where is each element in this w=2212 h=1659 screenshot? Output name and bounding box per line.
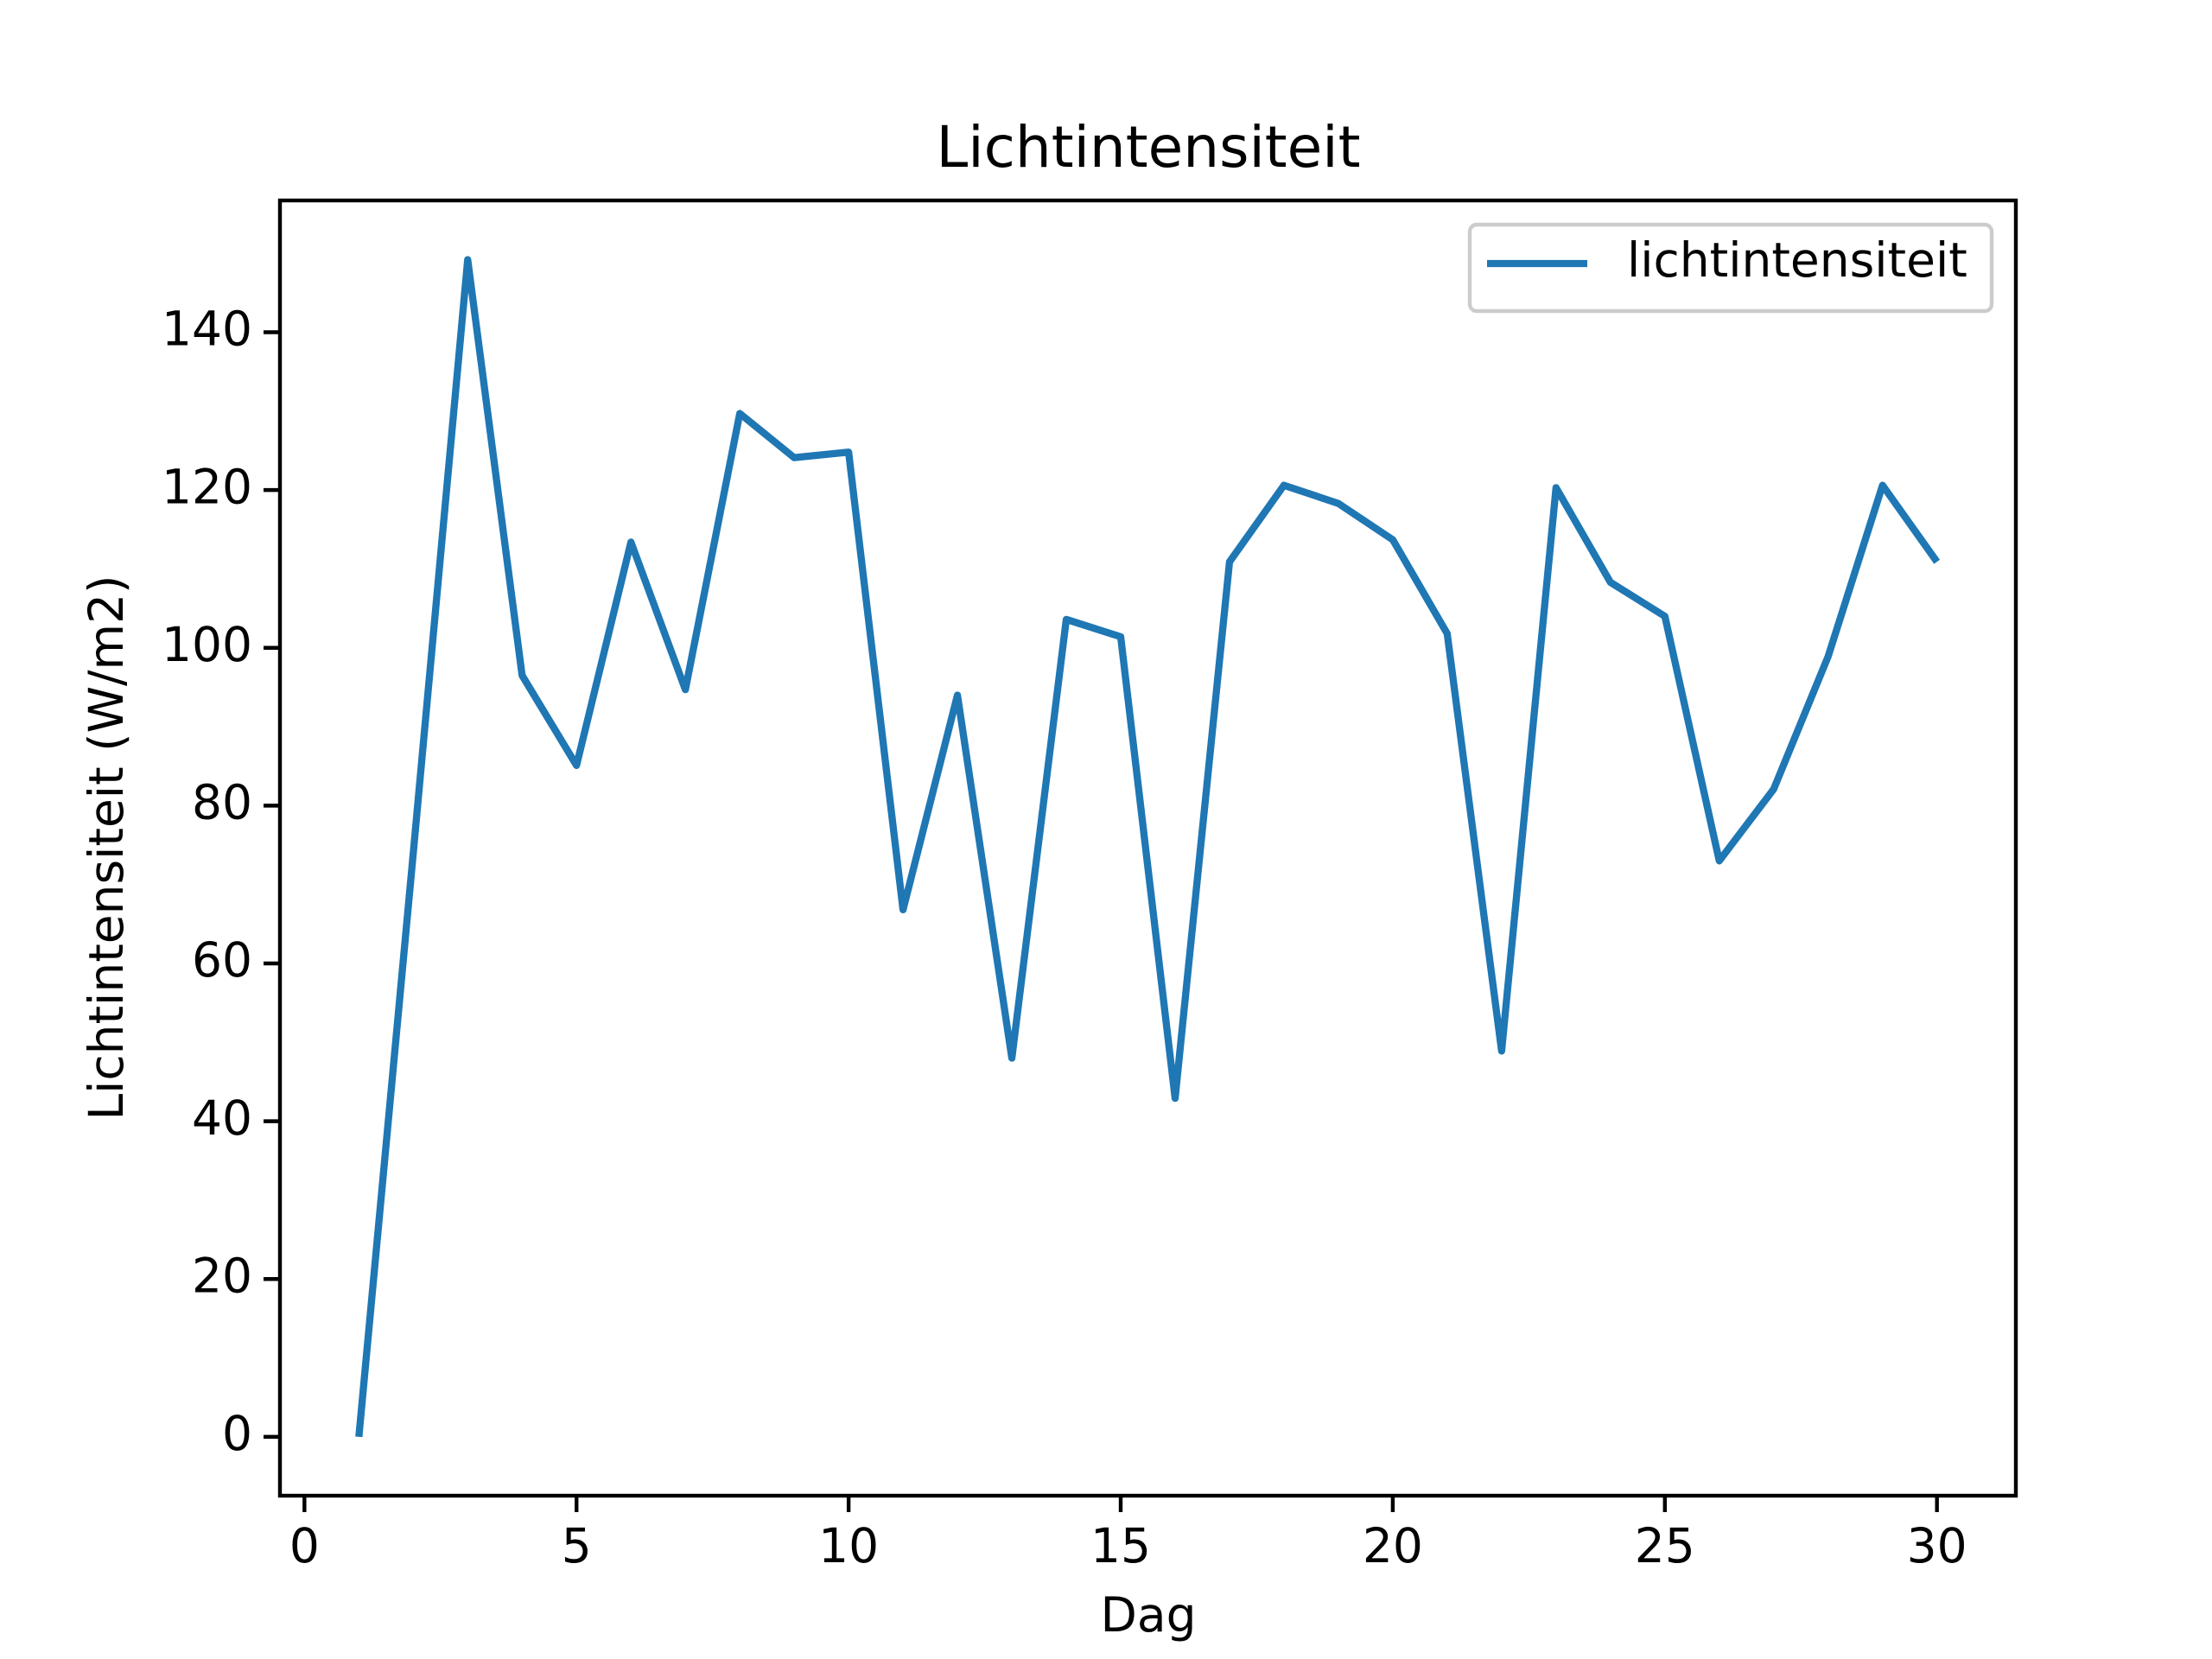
data-line	[355, 256, 1941, 1438]
y-tick-label: 80	[192, 775, 252, 830]
y-tick-label: 60	[192, 932, 252, 988]
x-tick-label: 30	[1907, 1518, 1967, 1573]
y-tick-label: 120	[162, 459, 252, 514]
y-tick-label: 100	[162, 617, 252, 672]
y-tick-label: 0	[222, 1406, 252, 1461]
x-tick-label: 25	[1635, 1518, 1695, 1573]
y-tick-label: 20	[192, 1248, 252, 1303]
y-tick-label: 40	[192, 1090, 252, 1146]
x-tick-label: 5	[562, 1518, 592, 1573]
legend-label: lichtintensiteit	[1627, 232, 1967, 288]
chart-title: Lichtintensiteit	[936, 114, 1360, 181]
x-tick-label: 0	[289, 1518, 320, 1573]
x-tick-label: 10	[818, 1518, 879, 1573]
x-tick-label: 15	[1090, 1518, 1151, 1573]
legend-box	[1467, 222, 1994, 314]
y-axis-label: Lichtintensiteit (W/m2)	[79, 575, 134, 1120]
axes-frame	[277, 198, 2018, 1498]
x-axis-label: Dag	[1101, 1587, 1197, 1643]
y-tick-label: 140	[162, 302, 252, 357]
x-tick-label: 20	[1363, 1518, 1423, 1573]
